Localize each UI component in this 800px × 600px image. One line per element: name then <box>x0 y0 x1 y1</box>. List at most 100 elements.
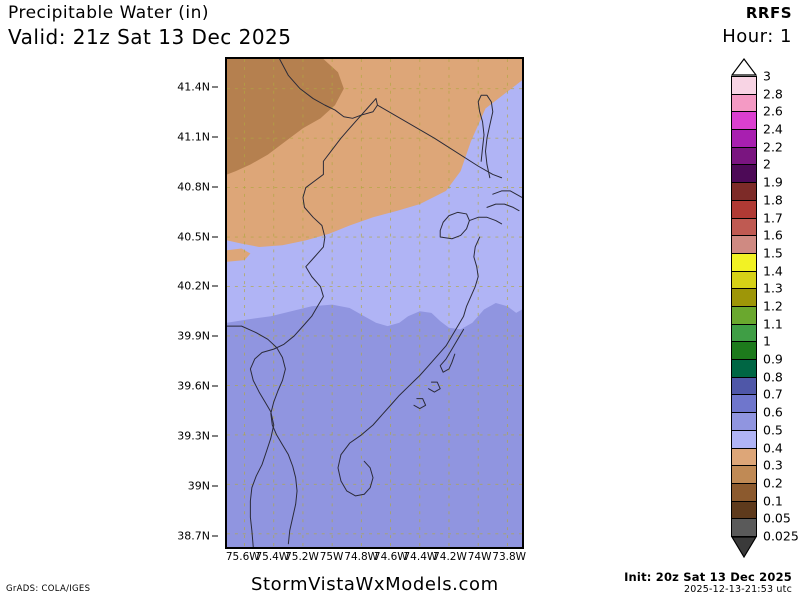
colorbar-overflow-high-arrow <box>731 58 757 76</box>
longitude-tick-label: 73.8W <box>492 551 527 563</box>
latitude-tick-mark <box>212 285 218 287</box>
colorbar-tick-label: 1.6 <box>763 227 783 243</box>
latitude-tick-label: 39.3N <box>177 429 210 443</box>
colorbar-tick-label: 2.4 <box>763 121 783 137</box>
colorbar-tick-label: 1.8 <box>763 192 783 208</box>
colorbar-swatch[interactable] <box>731 235 757 254</box>
colorbar-swatch[interactable] <box>731 182 757 201</box>
init-block: Init: 20z Sat 13 Dec 2025 2025-12-13-21:… <box>624 570 792 596</box>
colorbar-swatch[interactable] <box>731 288 757 307</box>
delaware-bay-coast <box>227 325 298 545</box>
colorbar-swatch[interactable] <box>731 394 757 414</box>
colorbar-swatch[interactable] <box>731 164 757 184</box>
latitude-axis: 41.4N 41.1N 40.8N 40.5N 40.2N 39.9N 39.6N 39.3N… <box>120 57 218 549</box>
colorbar-tick-label: 0.1 <box>763 493 783 509</box>
longitude-tick-label: 75.4W <box>255 551 290 563</box>
valid-time-label: Valid: 21z Sat 13 Dec 2025 <box>8 25 292 49</box>
colorbar-tick-label: 0.6 <box>763 404 783 420</box>
pw-region-0p2 <box>227 59 344 175</box>
colorbar-tick-label: 0.9 <box>763 351 783 367</box>
colorbar-swatch[interactable] <box>731 518 757 537</box>
absecon-bay <box>413 398 427 410</box>
colorbar-overflow-low-arrow <box>731 536 757 558</box>
latitude-tick-label: 40.2N <box>177 279 210 293</box>
longitude-tick-label: 74W <box>467 551 492 563</box>
colorbar-tick-label: 1.5 <box>763 245 783 261</box>
colorbar-swatch[interactable] <box>731 429 757 449</box>
colorbar-swatch[interactable] <box>731 447 757 467</box>
latitude-tick-label: 39N <box>187 479 210 493</box>
colorbar-swatch[interactable] <box>731 129 757 148</box>
latitude-tick-label: 40.8N <box>177 180 210 194</box>
colorbar-swatch[interactable] <box>731 306 757 325</box>
lower-ny-bay <box>468 216 503 225</box>
colorbar-tick-label: 2 <box>763 156 771 172</box>
colorbar-tick-label: 1 <box>763 333 771 349</box>
colorbar-tick-label: 0.4 <box>763 440 783 456</box>
colorbar-swatch[interactable] <box>731 323 757 343</box>
colorbar-tick-label: 0.3 <box>763 457 783 473</box>
colorbar-tick-label: 1.9 <box>763 174 783 190</box>
colorbar-swatch[interactable] <box>731 465 757 484</box>
latitude-tick-label: 38.7N <box>177 529 210 543</box>
colorbar[interactable]: 3 2.8 2.6 2.4 2.2 2 1.9 1.8 1.7 1.6 1.5 1.4 1.3 1.2 1.… <box>731 58 799 558</box>
colorbar-tick-label: 0.5 <box>763 422 783 438</box>
long-island-sound-arm <box>492 190 522 198</box>
colorbar-swatch[interactable] <box>731 376 757 396</box>
colorbar-tick-label: 0.8 <box>763 369 783 385</box>
latitude-tick-label: 39.6N <box>177 379 210 393</box>
nj-atlantic-coast <box>337 236 481 497</box>
nj-ny-state-line <box>376 104 503 179</box>
colorbar-swatch[interactable] <box>731 199 757 219</box>
model-name-label: RRFS <box>745 4 792 22</box>
latitude-tick-mark <box>212 136 218 138</box>
shaded-contour-layer <box>227 59 522 547</box>
colorbar-swatch[interactable] <box>731 341 757 361</box>
pw-region-0p5 <box>227 303 522 547</box>
colorbar-swatch[interactable] <box>731 146 757 166</box>
hudson-river <box>477 94 494 179</box>
colorbar-tick-label: 0.7 <box>763 386 783 402</box>
colorbar-swatch[interactable] <box>731 500 757 520</box>
latitude-tick-mark <box>212 335 218 337</box>
delaware-river-border <box>249 98 377 547</box>
latitude-tick-mark <box>212 535 218 537</box>
longitude-axis: 75.6W 75.4W 75.2W 75W 74.8W 74.6W 74.4W 74.2W 74… <box>225 551 527 569</box>
longitude-tick-label: 74.8W <box>344 551 379 563</box>
latitude-tick-label: 40.5N <box>177 230 210 243</box>
colorbar-tick-label: 1.4 <box>763 263 783 279</box>
colorbar-swatch[interactable] <box>731 252 757 272</box>
colorbar-tick-label: 1.3 <box>763 280 783 296</box>
colorbar-swatch[interactable] <box>731 482 757 502</box>
site-brand: StormVistaWxModels.com <box>251 574 499 595</box>
latitude-tick-label: 39.9N <box>177 329 210 343</box>
colorbar-swatch[interactable] <box>731 412 757 431</box>
colorbar-tick-label: 0.05 <box>763 510 791 526</box>
precipitable-water-map[interactable] <box>227 59 522 547</box>
latitude-tick-mark <box>212 485 218 487</box>
great-bay-inlet <box>428 381 441 393</box>
colorbar-swatch[interactable] <box>731 111 757 131</box>
map-panel[interactable] <box>225 57 524 549</box>
colorbar-swatch[interactable] <box>731 217 757 237</box>
title-block: Precipitable Water (in) Valid: 21z Sat 1… <box>8 2 528 50</box>
longitude-tick-label: 75.6W <box>225 551 260 563</box>
colorbar-swatch[interactable] <box>731 270 757 290</box>
forecast-hour-label: Hour: 1 <box>722 26 792 47</box>
long-island-south-shore <box>486 203 520 212</box>
colorbar-swatch[interactable] <box>731 76 757 95</box>
longitude-tick-label: 74.4W <box>403 551 438 563</box>
grads-credit: GrADS: COLA/IGES <box>6 584 91 594</box>
colorbar-tick-label: 2.6 <box>763 103 783 119</box>
colorbar-tick-label: 2.8 <box>763 86 783 102</box>
latitude-tick-mark <box>212 385 218 387</box>
longitude-tick-label: 75W <box>319 551 344 563</box>
geography-outline-layer <box>227 59 522 547</box>
colorbar-swatch[interactable] <box>731 93 757 113</box>
latitude-tick-mark <box>212 236 218 237</box>
longitude-tick-label: 74.2W <box>433 551 467 563</box>
colorbar-tick-label: 3 <box>763 68 771 84</box>
colorbar-tick-label: 1.1 <box>763 316 783 332</box>
latitude-tick-label: 41.1N <box>177 130 210 144</box>
colorbar-swatch[interactable] <box>731 359 757 378</box>
